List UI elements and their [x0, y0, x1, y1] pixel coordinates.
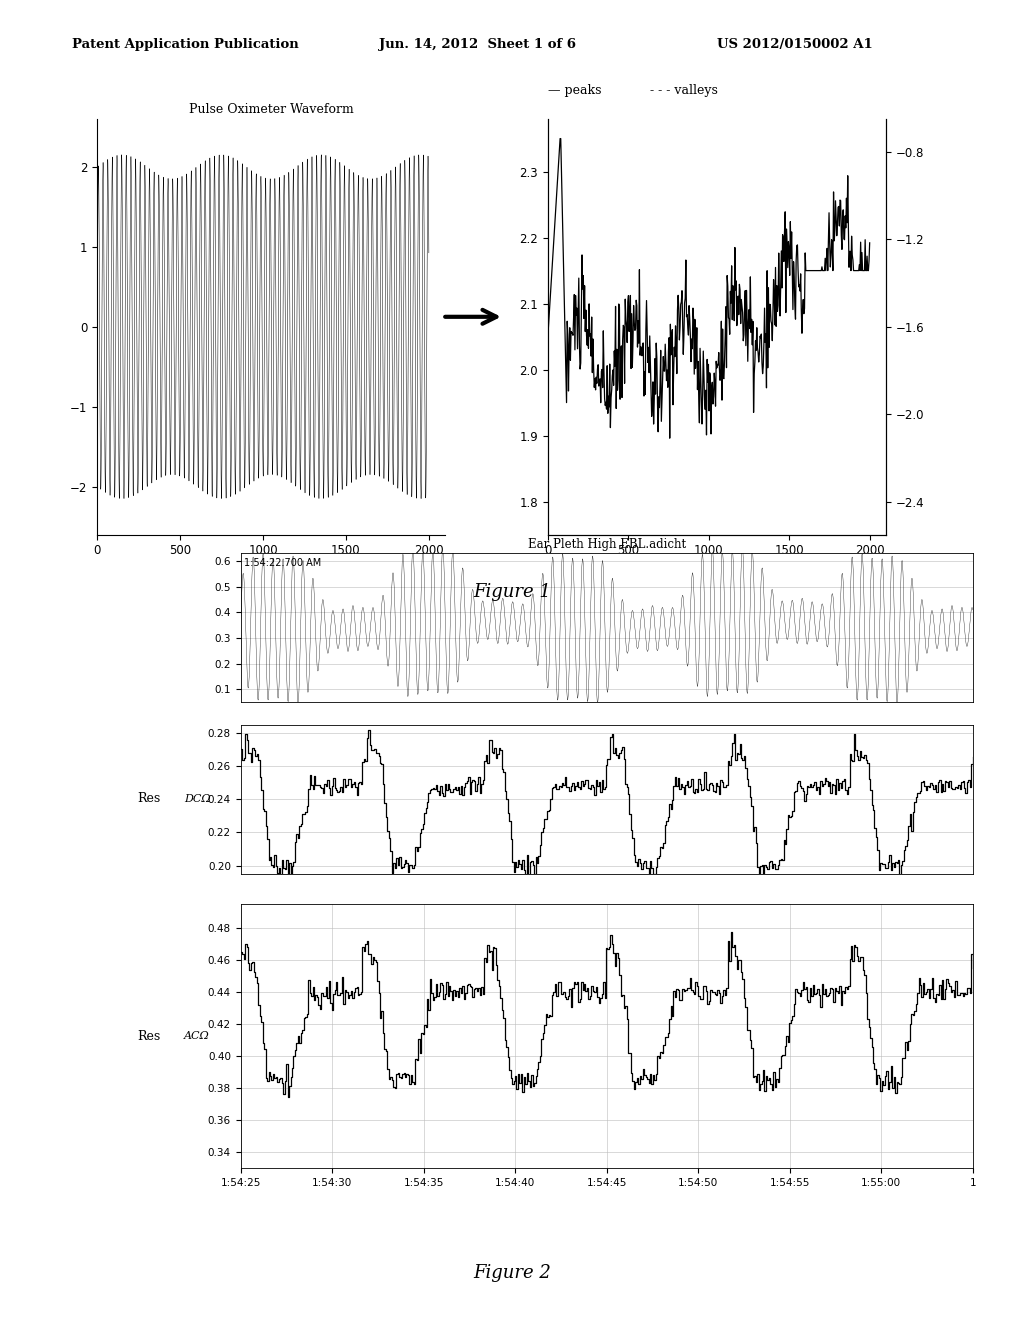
Text: Res: Res	[137, 792, 160, 805]
Text: ACΩ: ACΩ	[184, 1031, 210, 1041]
Text: - - - valleys: - - - valleys	[650, 83, 718, 96]
Text: Jun. 14, 2012  Sheet 1 of 6: Jun. 14, 2012 Sheet 1 of 6	[379, 37, 575, 50]
Text: Ear Pleth High EBL.adicht: Ear Pleth High EBL.adicht	[527, 537, 686, 550]
Text: DCΩ: DCΩ	[184, 793, 211, 804]
Title: Pulse Oximeter Waveform: Pulse Oximeter Waveform	[189, 103, 353, 116]
Text: Patent Application Publication: Patent Application Publication	[72, 37, 298, 50]
Text: US 2012/0150002 A1: US 2012/0150002 A1	[717, 37, 872, 50]
Text: Res: Res	[137, 1030, 160, 1043]
Text: Figure 2: Figure 2	[473, 1263, 551, 1282]
Text: — peaks: — peaks	[548, 83, 601, 96]
Text: Figure 1: Figure 1	[473, 582, 551, 601]
Text: 1:54:22.700 AM: 1:54:22.700 AM	[245, 557, 322, 568]
